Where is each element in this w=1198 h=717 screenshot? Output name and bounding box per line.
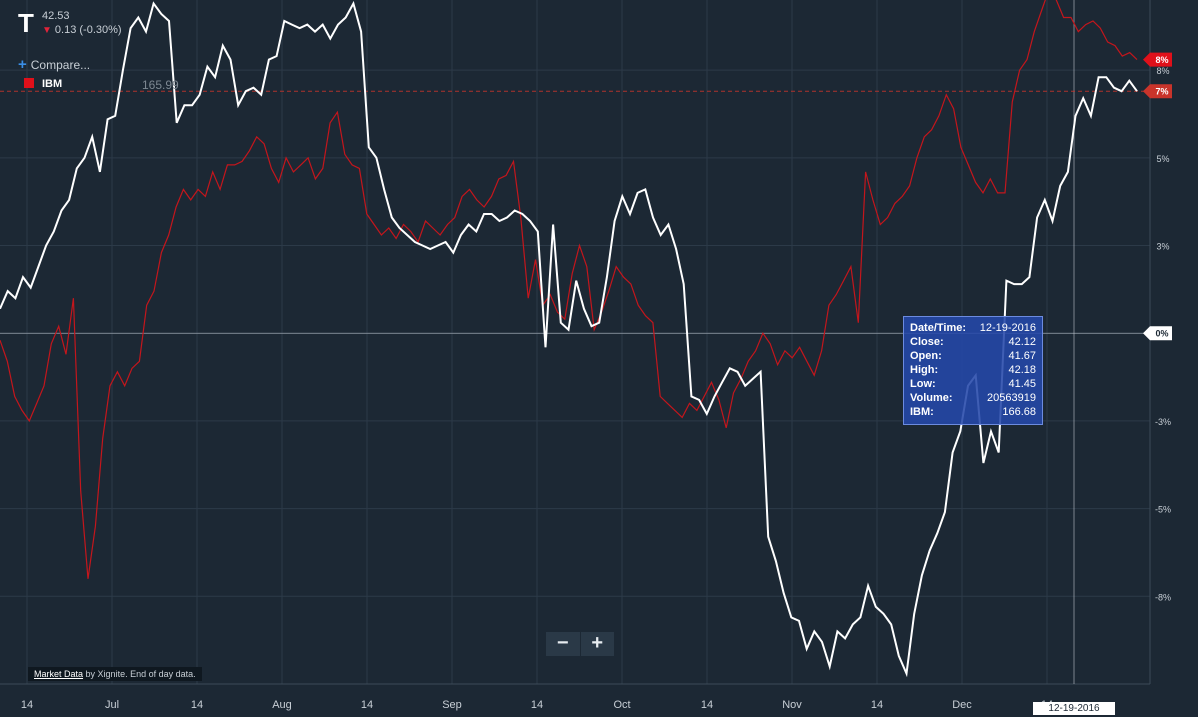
- tooltip-value: 20563919: [987, 392, 1036, 404]
- compare-label: Compare...: [30, 58, 91, 72]
- t-last-tag-text: 7%: [1155, 87, 1168, 97]
- x-tick-label: Aug: [272, 699, 292, 711]
- zoom-in-button[interactable]: +: [579, 632, 615, 656]
- zero-tag-bg: [1143, 326, 1172, 341]
- credit-text: by Xignite. End of day data.: [85, 669, 196, 679]
- tooltip-key: Low:: [910, 378, 936, 390]
- x-tick-label: Sep: [442, 699, 462, 711]
- x-tick-label: 14: [191, 699, 203, 711]
- tooltip-value: 12-19-2016: [979, 322, 1036, 334]
- zoom-controls: − +: [546, 632, 614, 656]
- x-tick-label: 14: [531, 699, 543, 711]
- tooltip-value: 42.12: [1008, 336, 1036, 348]
- y-tick-label: 3%: [1156, 242, 1169, 252]
- tooltip-value: 41.67: [1008, 350, 1036, 362]
- x-tick-label: 14: [21, 699, 33, 711]
- x-tick-label: 14: [701, 699, 713, 711]
- tooltip-key: Date/Time:: [910, 322, 967, 334]
- y-tick-label: -5%: [1155, 505, 1171, 515]
- tooltip-row: Close: 42.12: [910, 335, 1036, 349]
- tooltip-row: High: 42.18: [910, 363, 1036, 377]
- t-last-tag-bg: [1143, 84, 1172, 99]
- y-tick-label: 5%: [1156, 154, 1169, 164]
- ibm-last-tag-text: 8%: [1155, 55, 1168, 65]
- symbol-ticker: T: [18, 8, 34, 38]
- last-value-tags: 8% 7% 0%: [1143, 52, 1172, 341]
- y-tick-label: -8%: [1155, 592, 1171, 602]
- tooltip-key: Open:: [910, 350, 942, 362]
- x-tick-label: 14: [871, 699, 883, 711]
- y-tick-label: -3%: [1155, 417, 1171, 427]
- tooltip-value: 166.68: [1002, 406, 1036, 418]
- price-change: ▼ 0.13 (-0.30%): [42, 24, 122, 36]
- tooltip-value: 42.18: [1008, 364, 1036, 376]
- y-tick-label: 8%: [1156, 66, 1169, 76]
- price-change-value: 0.13 (-0.30%): [54, 24, 122, 36]
- ibm-last-value: 165.99: [142, 78, 179, 92]
- compare-button[interactable]: + Compare...: [18, 56, 90, 73]
- ibm-swatch-icon: [24, 78, 34, 88]
- legend-ibm[interactable]: IBM: [24, 78, 62, 90]
- data-tooltip: Date/Time: 12-19-2016 Close: 42.12 Open: 41.6…: [903, 316, 1043, 425]
- tooltip-row: IBM: 166.68: [910, 405, 1036, 419]
- tooltip-row: Low: 41.45: [910, 377, 1036, 391]
- tooltip-row: Open: 41.67: [910, 349, 1036, 363]
- tooltip-key: Volume:: [910, 392, 953, 404]
- series-t-line: [0, 0, 1138, 678]
- tooltip-key: Close:: [910, 336, 944, 348]
- x-tick-label: Oct: [613, 699, 630, 711]
- x-tick-label: 14: [361, 699, 373, 711]
- tooltip-row: Volume: 20563919: [910, 391, 1036, 405]
- crosshair-date-label: 12-19-2016: [1033, 702, 1115, 715]
- last-price: 42.53: [42, 10, 70, 22]
- tooltip-value: 41.45: [1008, 378, 1036, 390]
- tooltip-key: High:: [910, 364, 939, 376]
- x-tick-label: Nov: [782, 699, 802, 711]
- plus-icon: +: [18, 56, 27, 73]
- down-arrow-icon: ▼: [42, 25, 52, 36]
- tooltip-key: IBM:: [910, 406, 934, 418]
- tooltip-row: Date/Time: 12-19-2016: [910, 321, 1036, 335]
- zoom-out-button[interactable]: −: [556, 632, 569, 654]
- zero-tag-text: 0%: [1155, 329, 1168, 339]
- series-ibm-line: [0, 0, 1138, 579]
- data-credit: Market Data by Xignite. End of day data.: [28, 667, 202, 681]
- x-tick-label: Dec: [952, 699, 972, 711]
- market-data-link[interactable]: Market Data: [34, 669, 84, 679]
- x-axis: 14Jul14Aug14Sep14Oct14Nov14Dec14: [21, 699, 1053, 711]
- legend-ibm-label: IBM: [42, 78, 63, 90]
- x-tick-label: Jul: [105, 699, 119, 711]
- ibm-last-tag-bg: [1143, 52, 1172, 67]
- series-lines: [0, 0, 1138, 678]
